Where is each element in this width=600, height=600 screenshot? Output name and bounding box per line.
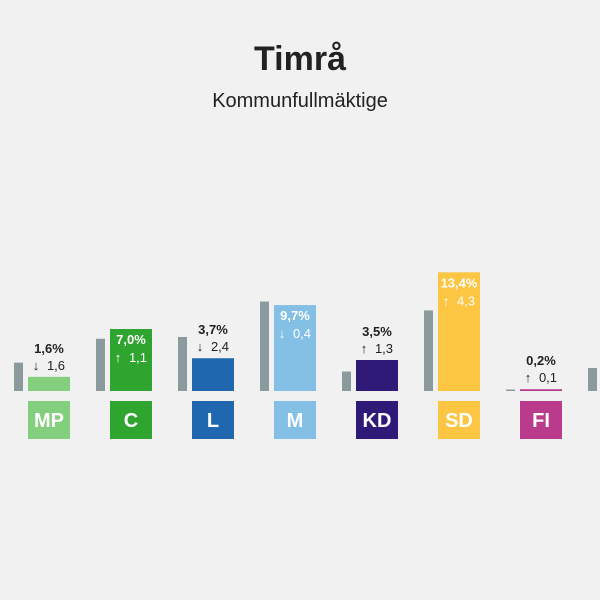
arrow-up-icon: ↑ [443,293,450,308]
bar-c [110,329,152,391]
value-label-fi: 0,2% [526,353,556,368]
value-label-mp: 1,6% [34,341,64,356]
previous-bar-l [178,336,187,391]
bar-m [274,305,316,391]
change-label-c: 1,1 [129,350,147,365]
party-box-m [274,401,316,439]
bar-mp [28,376,70,391]
bar-kd [356,360,398,391]
party-label-l: L [207,410,219,432]
party-box-c [110,401,152,439]
change-label-m: 0,4 [293,326,311,341]
previous-bar-mp [14,362,23,391]
value-label-sd: 13,4% [441,275,478,290]
value-label-c: 7,0% [116,332,146,347]
value-label-kd: 3,5% [362,324,392,339]
previous-bar-fi [506,389,515,391]
bar-fi [520,389,562,391]
party-label-mp: MP [34,410,64,432]
arrow-up-icon: ↑ [115,350,122,365]
chart-subtitle: Kommunfullmäktige [212,90,388,112]
change-label-fi: 0,1 [539,370,557,385]
party-label-sd: SD [445,410,473,432]
value-label-l: 3,7% [198,322,228,337]
change-label-mp: 1,6 [47,358,65,373]
change-label-l: 2,4 [211,339,229,354]
change-label-kd: 1,3 [375,341,393,356]
bar-sd [438,272,480,391]
previous-bar-sd [424,310,433,391]
arrow-up-icon: ↑ [525,370,532,385]
arrow-down-icon: ↓ [197,339,204,354]
arrow-down-icon: ↓ [33,358,40,373]
previous-bar-m [260,301,269,391]
arrow-down-icon: ↓ [279,326,286,341]
party-box-mp [28,401,70,439]
previous-bar-c [96,338,105,391]
arrow-up-icon: ↑ [361,341,368,356]
change-label-sd: 4,3 [457,293,475,308]
party-box-fi [520,401,562,439]
bar-l [192,358,234,391]
previous-bar-kd [342,371,351,391]
party-label-fi: FI [532,410,550,432]
chart-title: Timrå [254,40,346,78]
party-label-m: M [287,410,304,432]
party-label-kd: KD [363,410,392,432]
party-box-kd [356,401,398,439]
value-label-m: 9,7% [280,308,310,323]
party-box-sd [438,401,480,439]
party-box-l [192,401,234,439]
party-label-c: C [124,410,138,432]
previous-bar-other-0 [588,367,597,391]
